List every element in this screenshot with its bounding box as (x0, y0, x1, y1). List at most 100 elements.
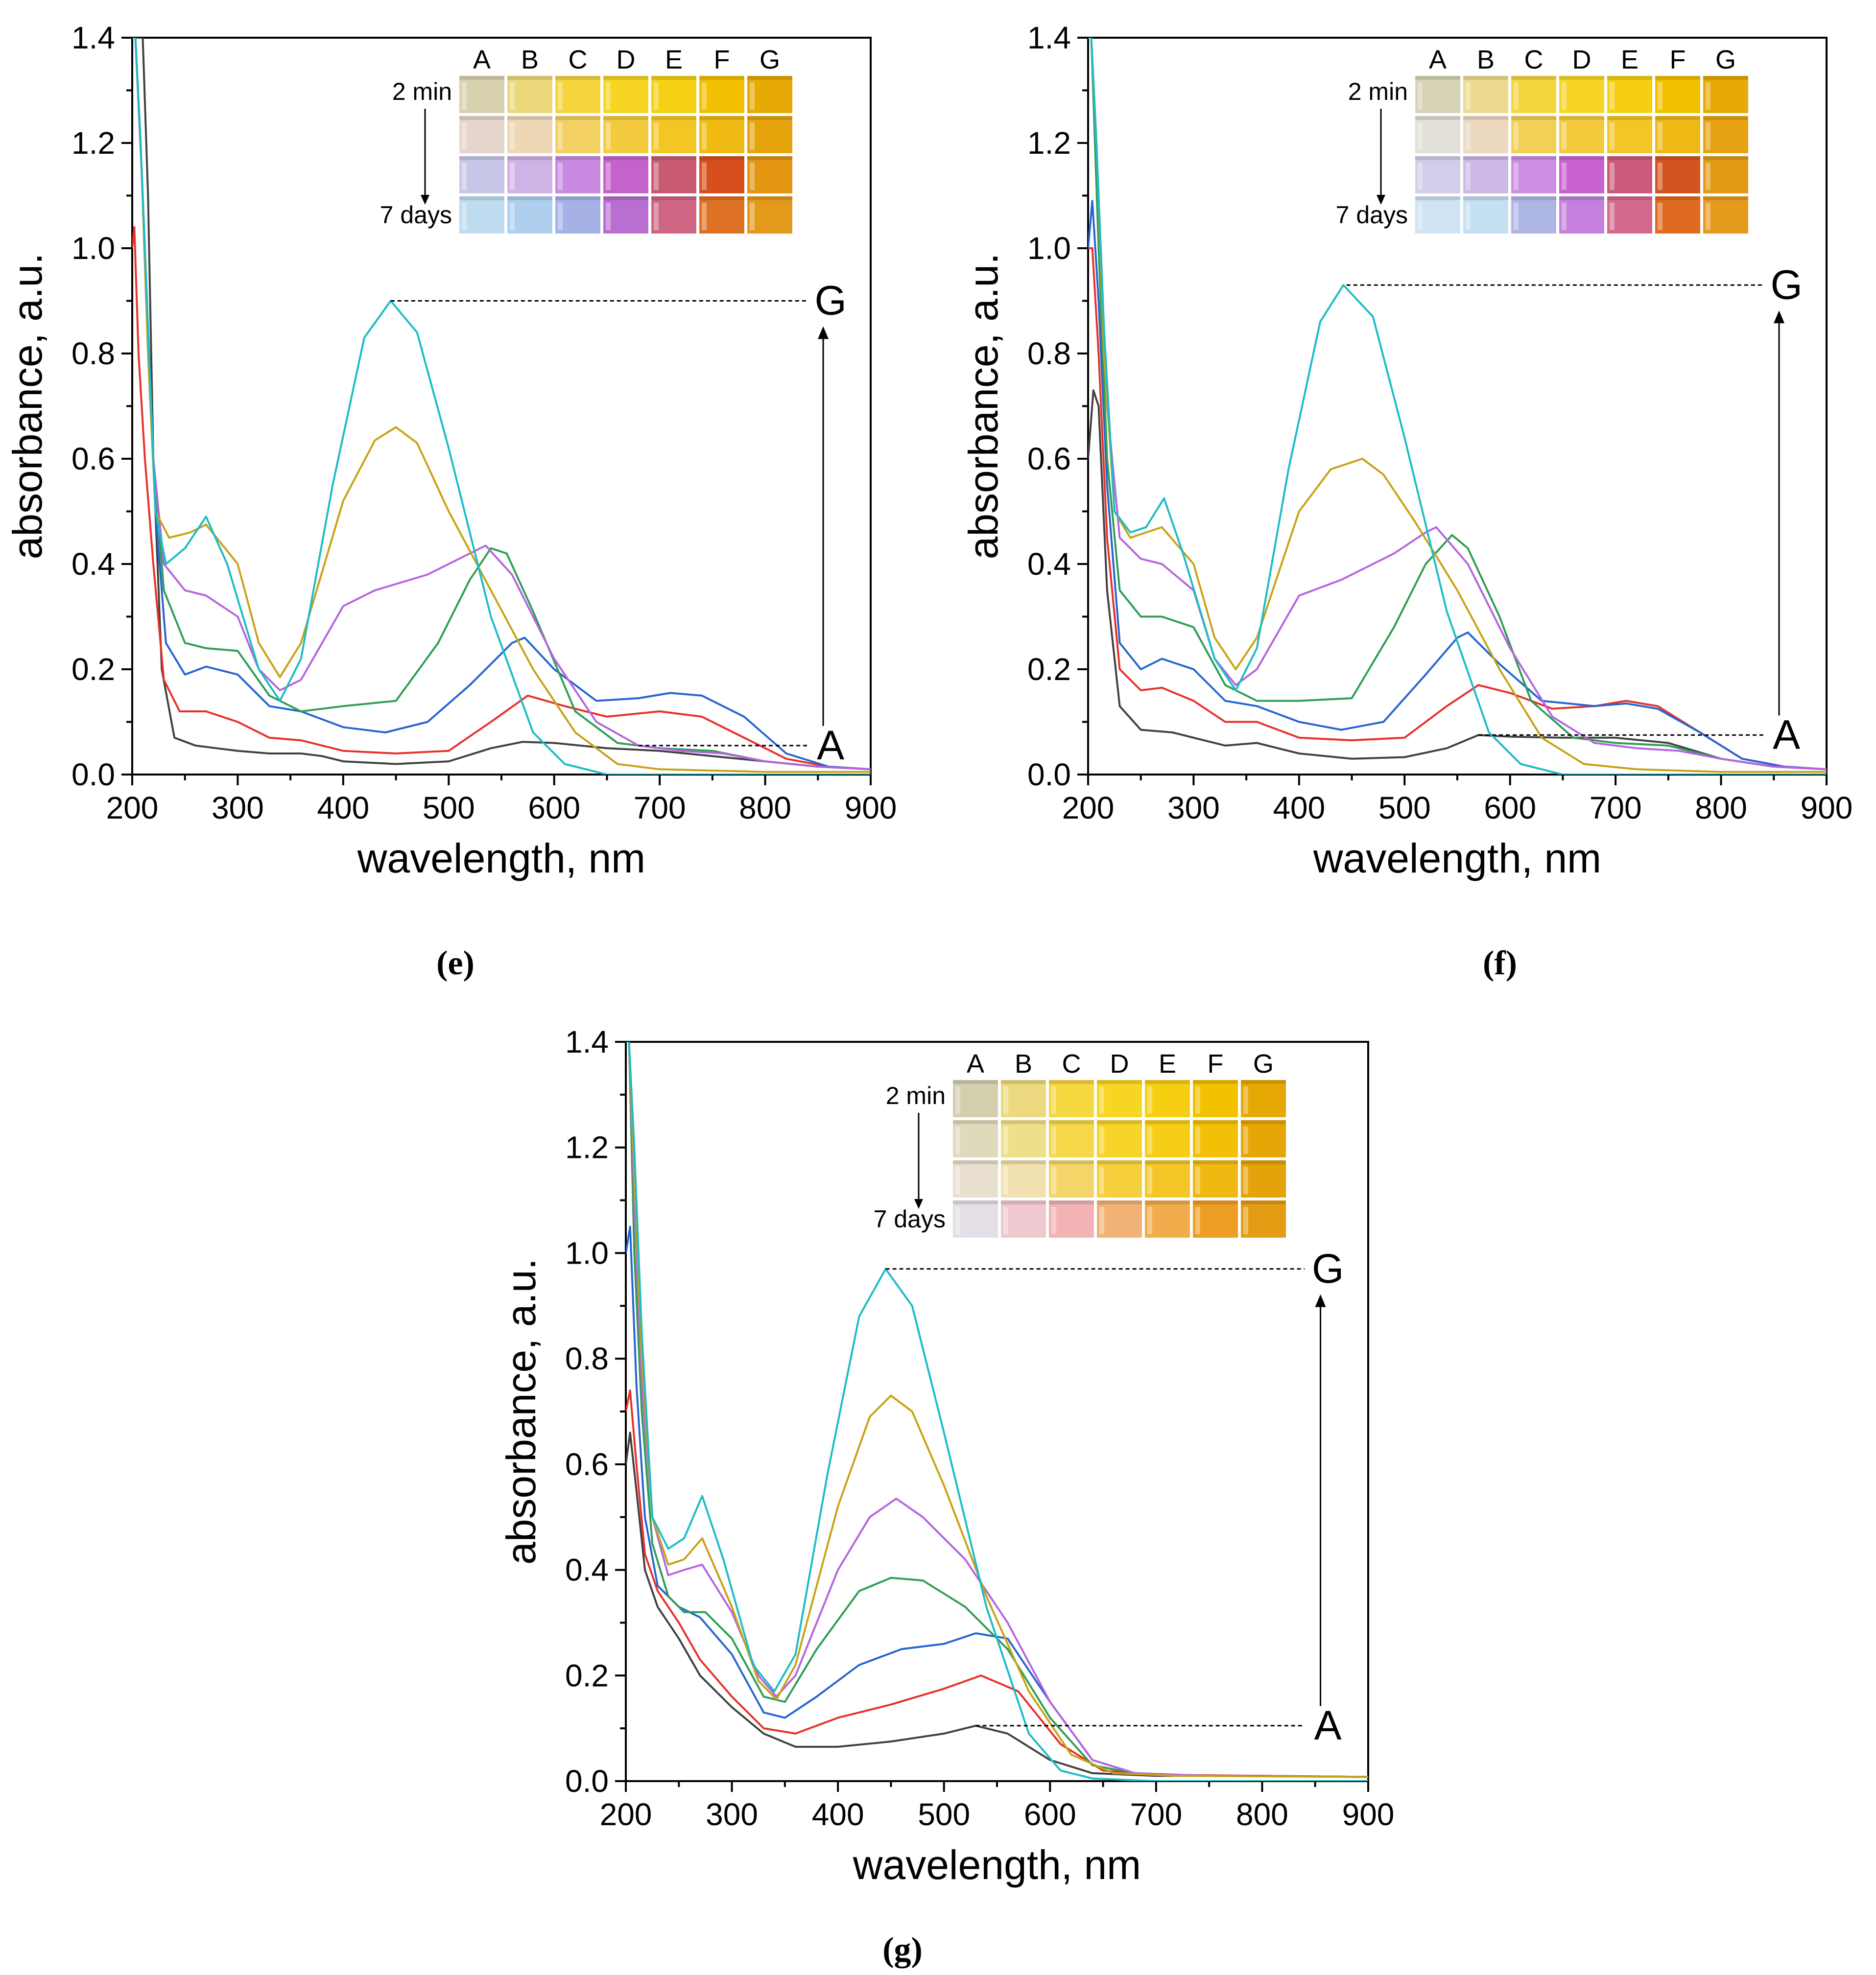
inset-vial-highlight (1658, 163, 1662, 190)
inset-vial-rim (1655, 116, 1700, 120)
inset-vial-highlight (1051, 1167, 1056, 1194)
inset-vial-highlight (1466, 122, 1471, 150)
inset-column-label: C (1062, 1049, 1081, 1079)
inset-vial-highlight (1147, 1207, 1152, 1234)
inset-vial-highlight (462, 122, 467, 150)
inset-vial-rim (603, 156, 648, 160)
inset-vial-rim (1097, 1200, 1142, 1204)
inset-vial-cell (1559, 196, 1604, 234)
y-tick-label: 1.2 (1027, 125, 1071, 161)
y-tick-label: 1.4 (1027, 20, 1071, 55)
inset-vial-highlight (1514, 163, 1519, 190)
series-group (132, 38, 871, 775)
inset-vial-highlight (1195, 1086, 1200, 1114)
inset-vial-cell (1145, 1120, 1190, 1157)
inset-vial-highlight (955, 1207, 960, 1234)
inset-vial-highlight (654, 122, 659, 150)
inset-vial-rim (699, 76, 744, 80)
annotation-label-top: G (1770, 261, 1802, 307)
inset-vial-rim (507, 116, 552, 120)
inset-vial-highlight (606, 82, 611, 110)
inset-vial-rim (507, 156, 552, 160)
inset-vial-rim (1049, 1200, 1094, 1204)
panel-label-g: (g) (882, 1931, 923, 1969)
series-line-C (132, 38, 871, 771)
y-tick-label: 0.2 (71, 652, 115, 687)
inset-vial-highlight (1099, 1207, 1104, 1234)
inset-vial-highlight (1195, 1167, 1200, 1194)
inset-vial-rim (1145, 1160, 1190, 1164)
inset-vial-cell (699, 76, 744, 113)
inset-vial-highlight (1706, 203, 1710, 230)
inset-vial-rim (747, 156, 792, 160)
inset-column-label: E (1159, 1049, 1176, 1079)
inset-column-label: G (1715, 45, 1736, 74)
inset-vial-highlight (1195, 1127, 1200, 1154)
inset-vial-rim (747, 196, 792, 200)
y-axis-title: absorbance, a.u. (498, 1258, 544, 1565)
y-tick-label: 0.4 (1027, 546, 1071, 582)
inset-column-label: B (1477, 45, 1495, 74)
inset-vial-cell (1559, 76, 1604, 113)
inset-vial-rim (1241, 1080, 1286, 1084)
y-tick-label: 0.8 (71, 336, 115, 371)
inset-vial-cell (507, 156, 552, 193)
x-axis-title: wavelength, nm (357, 835, 645, 881)
inset-vial-cell (651, 196, 696, 234)
y-axis-title: absorbance, a.u. (960, 253, 1006, 560)
inset-vial-cell (603, 76, 648, 113)
inset-vial-cell (1463, 116, 1508, 153)
inset-vial-cell (1511, 116, 1556, 153)
inset-vial-rim (1463, 76, 1508, 80)
inset-vial-cell (1463, 196, 1508, 234)
inset-vial-cell (1241, 1120, 1286, 1157)
inset-vial-highlight (1195, 1207, 1200, 1234)
inset-vial-rim (555, 156, 600, 160)
inset-vial-rim (1415, 76, 1460, 80)
panel-f: 200 300 400 500 600 700 800 900 0.0 0.2 0.4 0.6 0.8 1… (960, 20, 1852, 881)
inset-vial-highlight (558, 122, 563, 150)
inset-vial-cell (747, 116, 792, 153)
inset-vial-rim (507, 76, 552, 80)
inset-vial-highlight (1562, 203, 1567, 230)
inset-vial-rim (1463, 196, 1508, 200)
inset-vial-highlight (702, 203, 707, 230)
inset-vial-rim (699, 116, 744, 120)
annotation-label-top: G (1312, 1246, 1344, 1292)
inset-vial-rim (1241, 1160, 1286, 1164)
inset-vial-rim (1463, 156, 1508, 160)
y-tick-label: 0.8 (565, 1341, 609, 1376)
x-tick-label: 900 (1801, 790, 1853, 825)
inset-vial-cell (1607, 116, 1652, 153)
inset-vial-rim (1001, 1200, 1046, 1204)
inset-vial-photo: A B C D E F G 2 min 7 days (1336, 45, 1748, 234)
x-tick-label: 600 (528, 790, 580, 825)
inset-vial-rim (1193, 1160, 1238, 1164)
inset-vial-highlight (1514, 122, 1519, 150)
inset-vial-cell (1703, 196, 1748, 234)
inset-vial-highlight (654, 163, 659, 190)
inset-vial-rim (953, 1200, 998, 1204)
inset-vial-rim (1607, 156, 1652, 160)
inset-vial-highlight (1466, 82, 1471, 110)
y-tick-label: 0.2 (565, 1658, 609, 1693)
inset-vial-cell (1001, 1080, 1046, 1117)
inset-vial-rim (1145, 1080, 1190, 1084)
inset-vial-cell (1049, 1160, 1094, 1198)
x-tick-label: 200 (106, 790, 159, 825)
inset-time-start: 2 min (1348, 78, 1408, 105)
inset-vial-cell (1607, 76, 1652, 113)
inset-vial-highlight (1003, 1127, 1008, 1154)
inset-vial-highlight (1243, 1127, 1248, 1154)
inset-vial-cell (747, 196, 792, 234)
inset-vial-rim (1703, 116, 1748, 120)
x-tick-label: 600 (1484, 790, 1536, 825)
y-tick-label: 0.0 (71, 757, 115, 792)
inset-vial-cell (1145, 1080, 1190, 1117)
inset-vial-rim (1559, 156, 1604, 160)
inset-vial-highlight (1418, 82, 1423, 110)
inset-vial-highlight (1658, 82, 1662, 110)
inset-vial-rim (1415, 156, 1460, 160)
inset-vial-cell (1097, 1160, 1142, 1198)
inset-vial-rim (699, 196, 744, 200)
